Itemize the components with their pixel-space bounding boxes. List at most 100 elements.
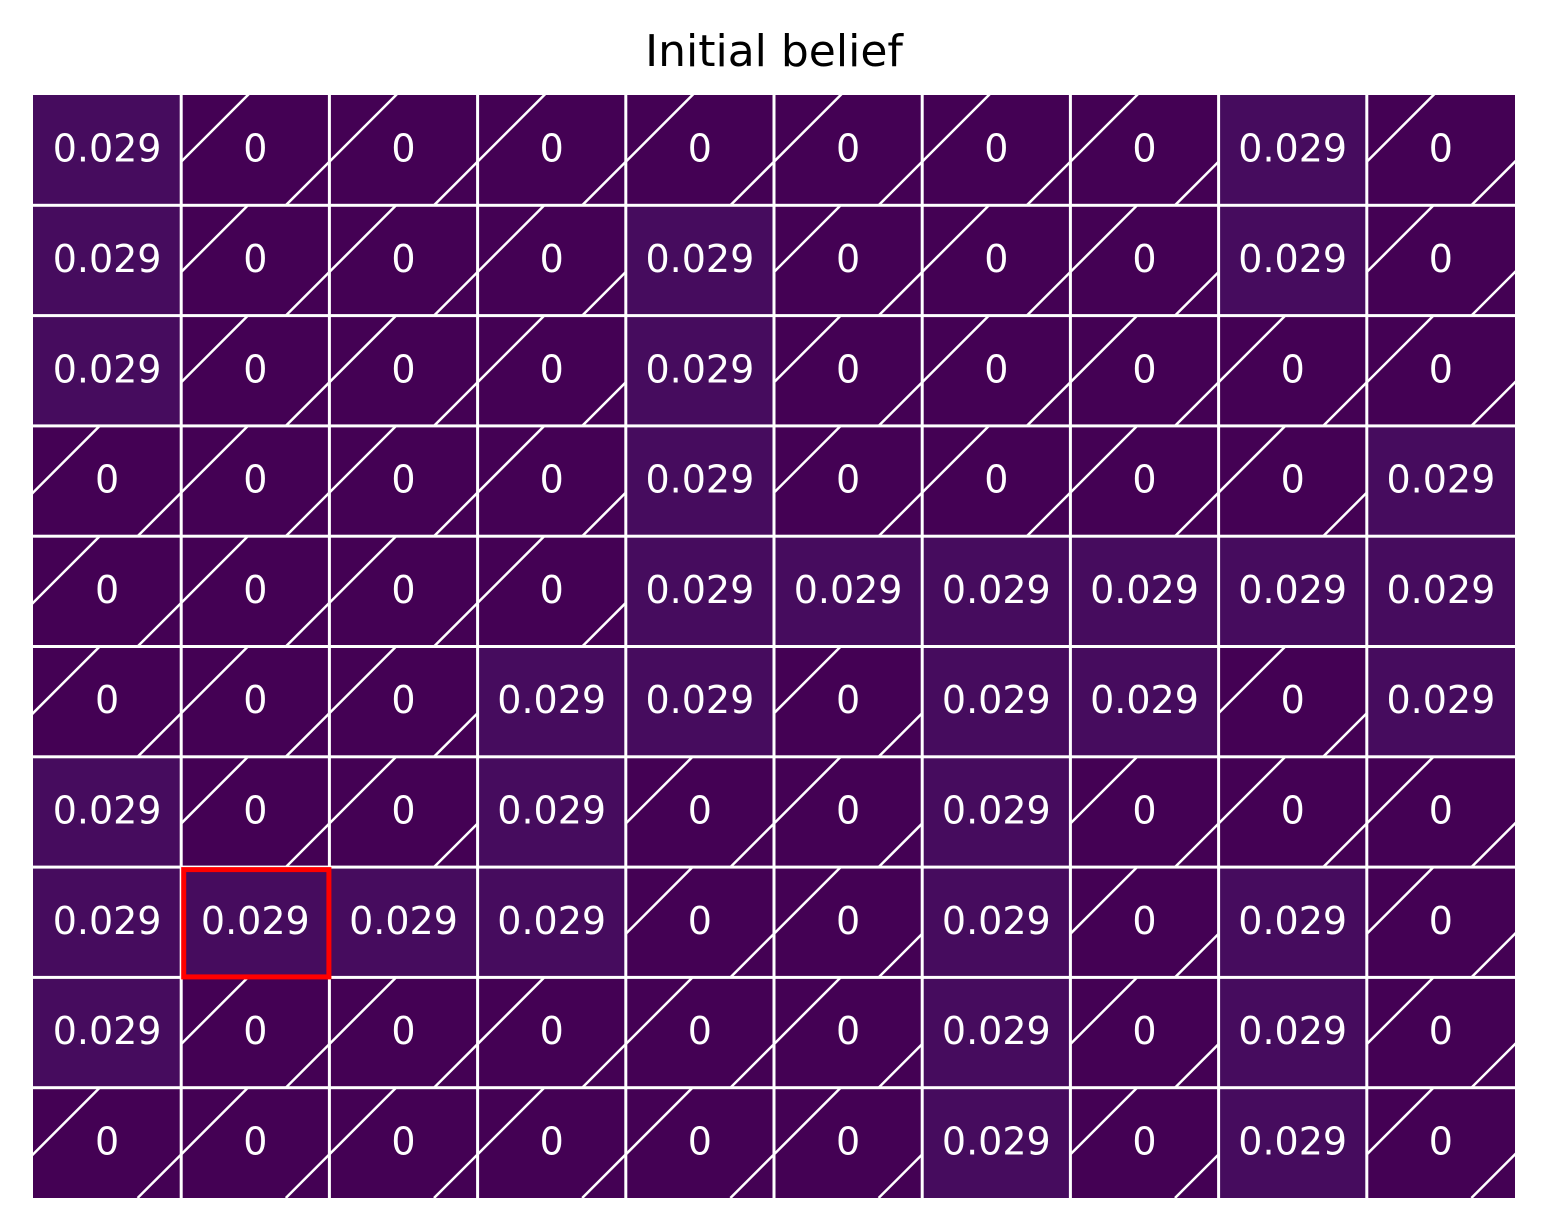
cell-value-label: 0 bbox=[95, 678, 119, 722]
hatch-mark bbox=[1366, 1087, 1515, 1198]
cell-value-label: 0.029 bbox=[646, 237, 755, 281]
heatmap-cell bbox=[33, 758, 180, 866]
hatch-mark bbox=[329, 315, 478, 426]
cell-value-label: 0 bbox=[391, 1119, 415, 1163]
hatch-mark bbox=[625, 95, 774, 206]
cell-value-label: 0 bbox=[95, 1119, 119, 1163]
cell-value-label: 0 bbox=[243, 678, 267, 722]
hatch-mark bbox=[1218, 756, 1367, 868]
cell-value-label: 0.029 bbox=[53, 237, 162, 281]
heatmap-cell bbox=[1071, 648, 1218, 756]
heatmap-cell bbox=[1368, 537, 1515, 645]
cell-value-label: 0 bbox=[540, 458, 564, 502]
cell-value-label: 0 bbox=[984, 237, 1008, 281]
hatch-mark bbox=[181, 756, 330, 868]
chart-title: Initial belief bbox=[645, 26, 903, 77]
heatmap-cell bbox=[330, 868, 477, 976]
cell-value-label: 0 bbox=[391, 568, 415, 612]
hatch-mark bbox=[477, 315, 626, 426]
cell-value-label: 0 bbox=[1132, 1009, 1156, 1053]
cell-value-label: 0 bbox=[1429, 347, 1453, 391]
hatch-mark bbox=[329, 536, 478, 647]
hatch-mark bbox=[1218, 315, 1367, 426]
cell-value-label: 0.029 bbox=[1238, 568, 1347, 612]
hatch-mark bbox=[477, 205, 626, 316]
hatch-mark bbox=[1366, 205, 1515, 316]
heatmap-cell bbox=[1220, 537, 1366, 645]
heatmap-cell bbox=[627, 206, 773, 315]
cell-value-label: 0 bbox=[391, 458, 415, 502]
hatch-mark bbox=[477, 425, 626, 537]
cell-value-label: 0 bbox=[836, 1119, 860, 1163]
cell-value-label: 0.029 bbox=[942, 1009, 1051, 1053]
hatch-mark bbox=[329, 977, 478, 1088]
hatch-mark bbox=[922, 425, 1071, 537]
cell-value-label: 0 bbox=[1281, 678, 1305, 722]
hatch-mark bbox=[1070, 315, 1219, 426]
cell-value-label: 0.029 bbox=[1090, 678, 1199, 722]
heatmap-cell bbox=[33, 206, 180, 315]
cell-value-label: 0.029 bbox=[53, 127, 162, 171]
hatch-mark bbox=[181, 95, 330, 206]
hatch-mark bbox=[774, 756, 923, 868]
heatmap-cell bbox=[1368, 648, 1515, 756]
heatmap-cell bbox=[33, 978, 180, 1087]
cell-value-label: 0.029 bbox=[794, 568, 903, 612]
cell-value-label: 0.029 bbox=[942, 899, 1051, 943]
hatch-mark bbox=[477, 1087, 626, 1198]
hatch-mark bbox=[477, 977, 626, 1088]
cell-value-label: 0 bbox=[688, 1009, 712, 1053]
cell-value-label: 0.029 bbox=[1238, 1119, 1347, 1163]
cell-value-label: 0 bbox=[1132, 237, 1156, 281]
heatmap-cell bbox=[182, 868, 328, 976]
hatch-mark bbox=[1070, 425, 1219, 537]
cell-value-label: 0.029 bbox=[942, 678, 1051, 722]
hatch-mark bbox=[1366, 315, 1515, 426]
heatmap-cell bbox=[627, 537, 773, 645]
hatch-mark bbox=[329, 1087, 478, 1198]
cell-value-label: 0 bbox=[243, 458, 267, 502]
hatch-mark bbox=[181, 315, 330, 426]
cell-value-label: 0 bbox=[836, 1009, 860, 1053]
cell-value-label: 0.029 bbox=[53, 1009, 162, 1053]
cell-value-label: 0.029 bbox=[497, 899, 606, 943]
cell-value-label: 0 bbox=[1429, 788, 1453, 832]
cell-value-label: 0 bbox=[243, 237, 267, 281]
cell-value-label: 0 bbox=[243, 1119, 267, 1163]
cell-value-label: 0 bbox=[95, 458, 119, 502]
hatch-mark bbox=[33, 1087, 182, 1198]
cell-value-label: 0 bbox=[1281, 458, 1305, 502]
hatch-mark bbox=[329, 756, 478, 868]
hatch-mark bbox=[181, 205, 330, 316]
hatch-mark bbox=[1366, 95, 1515, 206]
heatmap-cell bbox=[627, 427, 773, 535]
cell-value-label: 0 bbox=[243, 347, 267, 391]
cell-value-label: 0 bbox=[984, 347, 1008, 391]
hatch-mark bbox=[329, 95, 478, 206]
hatch-mark bbox=[1366, 867, 1515, 978]
cell-value-label: 0.029 bbox=[942, 788, 1051, 832]
hatch-mark bbox=[625, 867, 774, 978]
hatch-mark bbox=[774, 425, 923, 537]
cell-value-label: 0 bbox=[688, 1119, 712, 1163]
heatmap-cell bbox=[627, 648, 773, 756]
cell-value-label: 0.029 bbox=[1238, 127, 1347, 171]
hatch-mark bbox=[1218, 646, 1367, 757]
cell-value-label: 0 bbox=[688, 788, 712, 832]
cell-value-label: 0.029 bbox=[497, 678, 606, 722]
hatch-mark bbox=[774, 315, 923, 426]
hatch-mark bbox=[625, 1087, 774, 1198]
heatmap-cell bbox=[479, 868, 625, 976]
cell-value-label: 0 bbox=[391, 237, 415, 281]
cell-value-label: 0 bbox=[836, 788, 860, 832]
cell-value-label: 0.029 bbox=[1387, 678, 1496, 722]
cell-value-label: 0.029 bbox=[646, 458, 755, 502]
cell-value-label: 0 bbox=[391, 127, 415, 171]
heatmap-cell bbox=[923, 758, 1069, 866]
hatch-mark bbox=[33, 425, 182, 537]
cell-value-label: 0 bbox=[1429, 1119, 1453, 1163]
hatch-mark bbox=[625, 756, 774, 868]
cell-value-label: 0 bbox=[836, 458, 860, 502]
cell-value-label: 0 bbox=[540, 347, 564, 391]
